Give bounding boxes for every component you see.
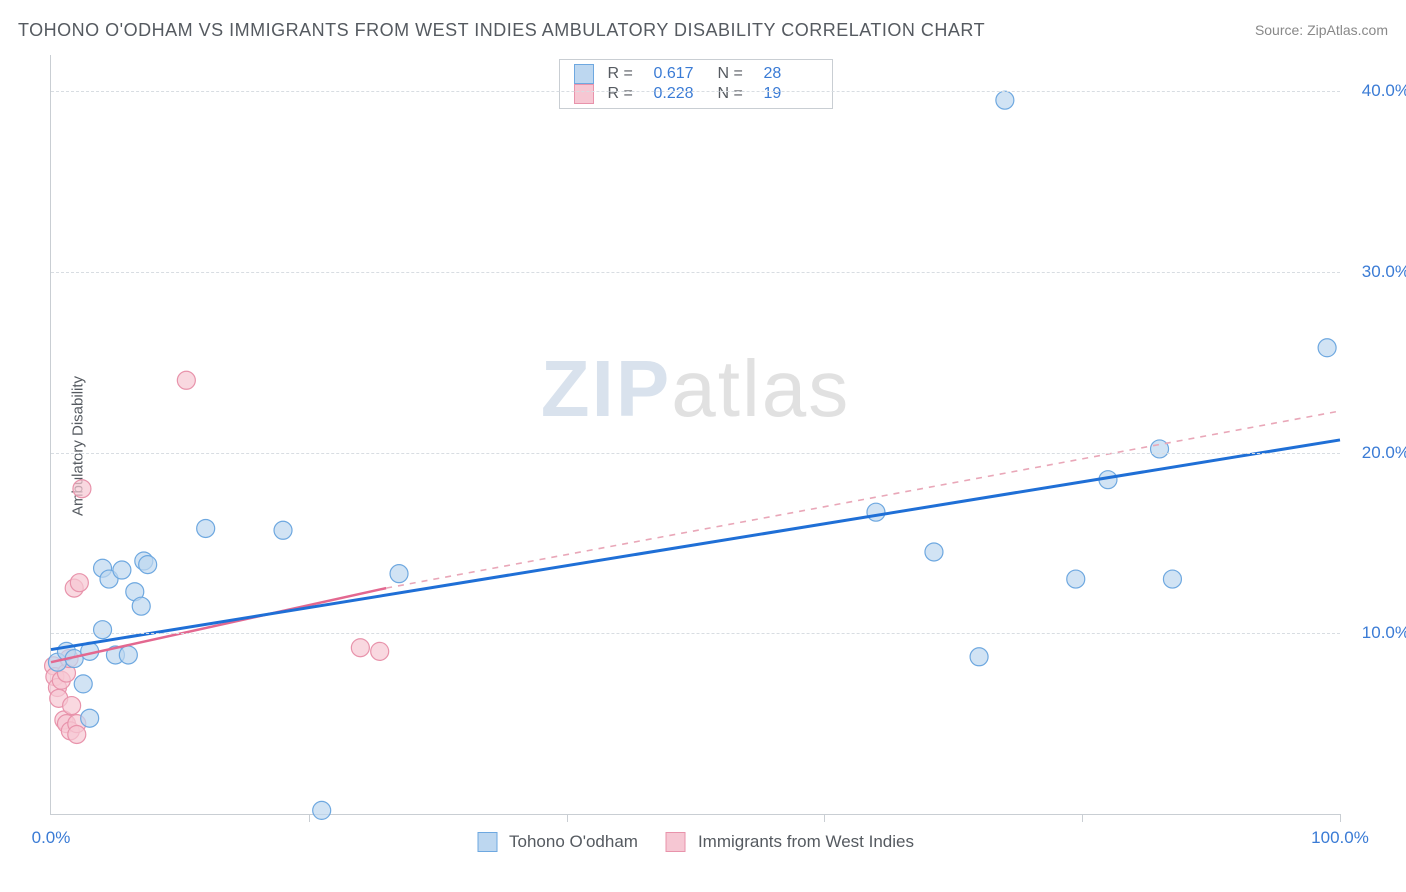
- gridline: [51, 453, 1340, 454]
- r-value: 0.228: [654, 85, 708, 103]
- y-tick-label: 40.0%: [1350, 81, 1406, 101]
- r-label: R =: [608, 85, 644, 103]
- r-value: 0.617: [654, 65, 708, 83]
- correlation-legend: R = 0.617 N = 28 R = 0.228 N = 19: [559, 59, 833, 109]
- series2-name: Immigrants from West Indies: [698, 832, 914, 852]
- chart-title: TOHONO O'ODHAM VS IMMIGRANTS FROM WEST I…: [18, 20, 985, 41]
- series1-name: Tohono O'odham: [509, 832, 638, 852]
- series2-swatch-icon: [666, 832, 686, 852]
- y-tick-label: 30.0%: [1350, 262, 1406, 282]
- gridline: [51, 272, 1340, 273]
- r-label: R =: [608, 65, 644, 83]
- plot-area: ZIPatlas R = 0.617 N = 28 R = 0.228 N = …: [50, 55, 1340, 815]
- legend-row: R = 0.228 N = 19: [574, 84, 818, 104]
- series2-swatch-icon: [574, 84, 594, 104]
- x-tick-label: 0.0%: [32, 828, 71, 848]
- n-value: 28: [764, 65, 818, 83]
- series1-swatch-icon: [477, 832, 497, 852]
- chart-container: TOHONO O'ODHAM VS IMMIGRANTS FROM WEST I…: [0, 0, 1406, 892]
- legend-row: R = 0.617 N = 28: [574, 64, 818, 84]
- y-tick-label: 20.0%: [1350, 443, 1406, 463]
- x-tick: [309, 814, 310, 822]
- series1-swatch-icon: [574, 64, 594, 84]
- x-tick: [1340, 814, 1341, 822]
- n-label: N =: [718, 85, 754, 103]
- chart-svg: [51, 55, 1340, 814]
- source-label: Source: ZipAtlas.com: [1255, 22, 1388, 38]
- x-tick: [824, 814, 825, 822]
- gridline: [51, 633, 1340, 634]
- x-tick-label: 100.0%: [1311, 828, 1369, 848]
- legend-item: Tohono O'odham: [477, 832, 638, 852]
- x-tick: [567, 814, 568, 822]
- x-tick: [1082, 814, 1083, 822]
- n-label: N =: [718, 65, 754, 83]
- series-legend: Tohono O'odham Immigrants from West Indi…: [477, 832, 914, 852]
- legend-item: Immigrants from West Indies: [666, 832, 914, 852]
- gridline: [51, 91, 1340, 92]
- n-value: 19: [764, 85, 818, 103]
- y-tick-label: 10.0%: [1350, 623, 1406, 643]
